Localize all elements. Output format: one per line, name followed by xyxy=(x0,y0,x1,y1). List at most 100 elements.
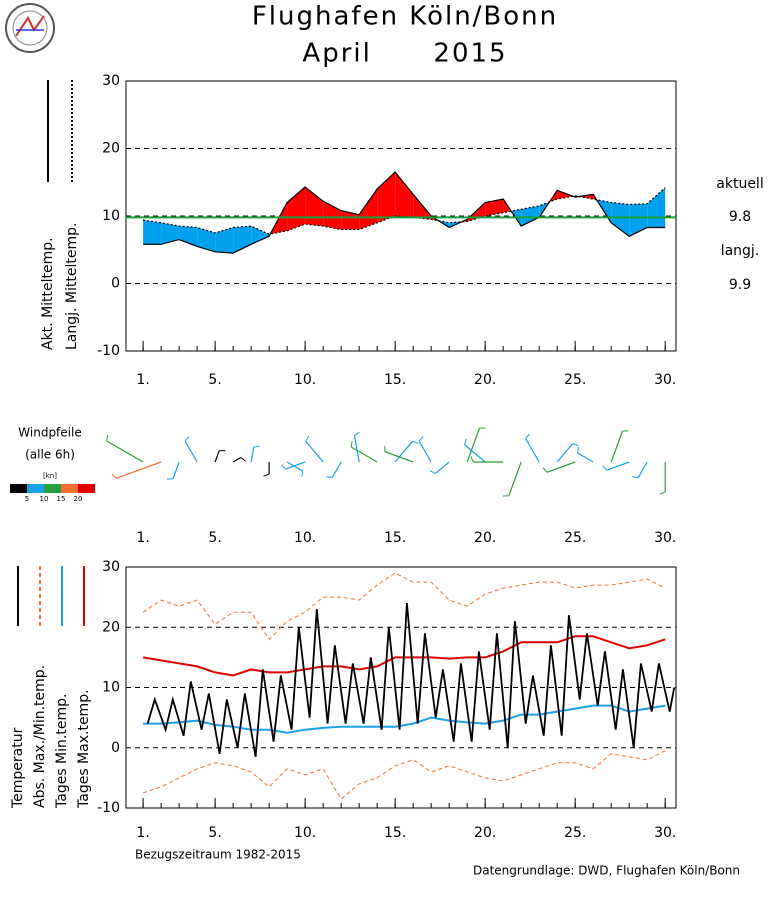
title: Flughafen Köln/Bonn xyxy=(252,2,558,32)
wind-barb xyxy=(111,473,117,479)
subtitle: April 2015 xyxy=(302,39,507,69)
y-tick-label: 20 xyxy=(102,619,120,635)
difference-fill xyxy=(521,205,540,227)
line xyxy=(142,750,666,800)
wind-arrow xyxy=(331,461,342,478)
wind-barb xyxy=(525,433,530,439)
wind-arrow xyxy=(353,435,360,463)
line xyxy=(142,572,666,641)
mean-value: 9.8 xyxy=(729,209,751,225)
scale-tick-label: 15 xyxy=(57,495,66,503)
x-tick-label: 5. xyxy=(208,530,221,546)
wind-arrow xyxy=(286,461,304,472)
legend-label: Temperatur xyxy=(10,727,26,809)
scale-tick-label: 5 xyxy=(25,495,29,503)
wind-barb xyxy=(354,431,360,436)
legend-label: Langj. Mitteltemp. xyxy=(64,223,80,350)
wind-barb xyxy=(464,438,467,445)
x-tick-label: 5. xyxy=(208,825,221,841)
legend-label: Akt. Mitteltemp. xyxy=(40,237,56,350)
difference-fill xyxy=(611,202,630,237)
footer-right: Datengrundlage: DWD, Flughafen Köln/Bonn xyxy=(473,864,740,878)
wind-barb xyxy=(602,465,608,471)
wind-arrow xyxy=(305,440,324,463)
legend-label: Tages Min.temp. xyxy=(54,694,70,809)
wind-arrow xyxy=(637,461,648,478)
difference-fill xyxy=(161,222,180,245)
y-tick-label: 30 xyxy=(102,559,120,575)
scale-box xyxy=(61,484,78,493)
wind-arrow xyxy=(350,446,378,463)
wind-barb xyxy=(577,446,580,454)
wind-arrow xyxy=(434,461,450,475)
wind-arrow xyxy=(610,430,624,463)
wind-arrow xyxy=(525,438,540,463)
longterm-label: langj. xyxy=(721,243,760,259)
wind-title: Windpfeile xyxy=(18,426,81,440)
wind-barb xyxy=(350,440,353,448)
difference-fill xyxy=(647,187,666,228)
difference-fill xyxy=(579,194,594,200)
x-tick-label: 1. xyxy=(136,372,149,388)
x-tick-label: 30. xyxy=(654,825,676,841)
wind-arrow xyxy=(106,440,144,463)
line xyxy=(143,704,666,734)
wind-barb xyxy=(240,457,246,462)
x-tick-label: 15. xyxy=(384,530,406,546)
x-tick-label: 10. xyxy=(294,530,316,546)
scale-label: [kn] xyxy=(43,472,57,480)
y-tick-label: 30 xyxy=(102,73,120,89)
wind-arrow xyxy=(214,450,220,463)
wind-barb xyxy=(412,440,419,444)
x-tick-label: 20. xyxy=(474,530,496,546)
wind-barb xyxy=(305,435,310,442)
difference-fill xyxy=(287,186,306,231)
scale-box xyxy=(27,484,44,493)
difference-fill xyxy=(359,189,378,230)
wind-arrow xyxy=(172,461,180,480)
wind-arrow xyxy=(418,440,432,463)
difference-fill xyxy=(323,201,342,230)
wind-subtitle: (alle 6h) xyxy=(25,448,75,462)
wind-arrow xyxy=(577,452,594,463)
scale-tick-label: 10 xyxy=(40,495,49,503)
wind-arrow xyxy=(464,444,486,463)
difference-fill xyxy=(629,203,648,237)
x-tick-label: 10. xyxy=(294,825,316,841)
x-tick-label: 15. xyxy=(384,372,406,388)
x-tick-label: 25. xyxy=(564,825,586,841)
difference-fill xyxy=(215,227,234,254)
wind-arrow xyxy=(394,440,413,463)
wind-barb xyxy=(429,470,436,475)
x-tick-label: 20. xyxy=(474,372,496,388)
legend-label: Tages Max.temp. xyxy=(76,689,92,809)
difference-fill xyxy=(395,172,414,218)
wind-barb xyxy=(542,467,548,473)
wind-barb xyxy=(659,491,666,495)
wind-barb xyxy=(253,445,260,448)
y-tick-label: 10 xyxy=(102,208,120,224)
y-tick-label: -10 xyxy=(97,343,120,359)
x-tick-label: 5. xyxy=(208,372,221,388)
difference-fill xyxy=(197,227,216,252)
footer-left: Bezugszeitraum 1982-2015 xyxy=(135,848,301,862)
scale-box xyxy=(44,484,61,493)
wind-arrow xyxy=(508,461,522,497)
wind-barb xyxy=(470,456,474,463)
wind-arrow xyxy=(232,456,242,463)
wind-barb xyxy=(184,436,190,442)
line xyxy=(143,171,666,254)
wind-barb xyxy=(301,470,304,478)
wind-arrow xyxy=(115,461,162,479)
wind-arrow xyxy=(556,443,574,463)
y-tick-label: 0 xyxy=(111,276,120,292)
plot-frame xyxy=(125,80,677,352)
wind-barb xyxy=(418,436,424,442)
scale-tick-label: 20 xyxy=(74,495,83,503)
wind-barb xyxy=(632,476,639,479)
x-tick-label: 30. xyxy=(654,372,676,388)
difference-fill xyxy=(251,226,270,245)
scale-box xyxy=(10,484,27,493)
wind-arrow xyxy=(285,461,306,470)
wind-barb xyxy=(326,476,333,479)
